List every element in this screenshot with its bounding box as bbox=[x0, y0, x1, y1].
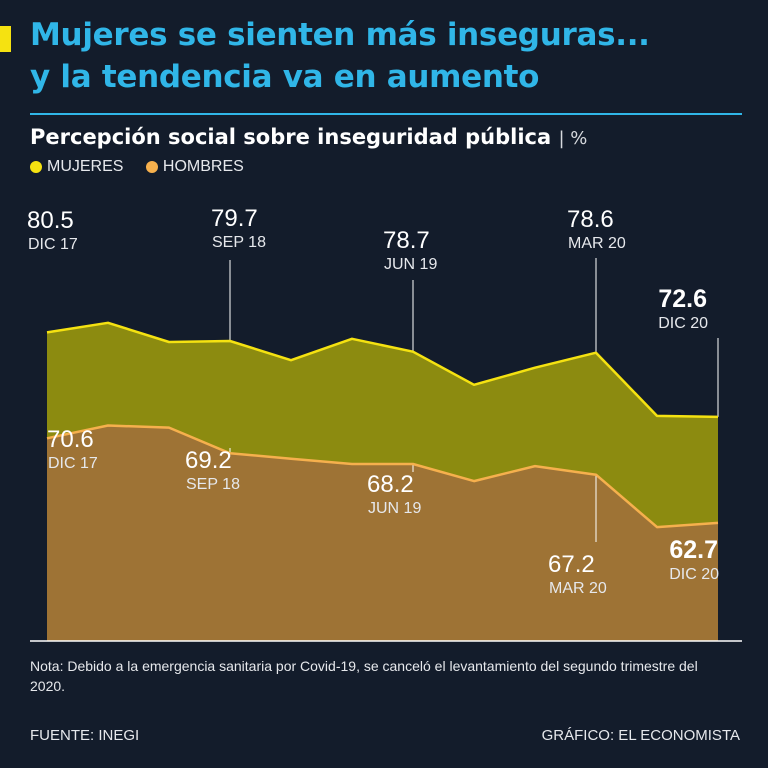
legend-dot-mujeres bbox=[30, 161, 42, 173]
annotation-mujeres-dic-17-label: DIC 17 bbox=[28, 236, 78, 253]
annotation-hombres-jun-19-value: 68.2 bbox=[367, 471, 414, 498]
annotation-hombres-jun-19-label: JUN 19 bbox=[368, 500, 421, 517]
title-divider bbox=[30, 113, 742, 115]
annotation-hombres-dic-20-value: 62.7 bbox=[669, 536, 718, 564]
chart-title-text: Percepción social sobre inseguridad públ… bbox=[30, 125, 552, 149]
legend-label-mujeres: MUJERES bbox=[47, 158, 124, 175]
annotation-mujeres-dic-20-value: 72.6 bbox=[658, 285, 707, 313]
annotation-hombres-mar-20-value: 67.2 bbox=[548, 551, 595, 578]
legend-label-hombres: HOMBRES bbox=[162, 158, 244, 175]
annotation-mujeres-sep-18-value: 79.7 bbox=[211, 205, 258, 232]
annotation-mujeres-dic-17-value: 80.5 bbox=[27, 207, 74, 234]
annotation-hombres-dic-17-label: DIC 17 bbox=[48, 455, 98, 472]
legend-item-mujeres: MUJERES bbox=[30, 158, 123, 176]
annotation-mujeres-mar-20-label: MAR 20 bbox=[568, 235, 626, 252]
annotation-hombres-dic-20-label: DIC 20 bbox=[669, 566, 719, 583]
annotation-mujeres-mar-20-value: 78.6 bbox=[567, 206, 614, 233]
title-line-1: Mujeres se sienten más inseguras... bbox=[30, 17, 650, 53]
line-hombres bbox=[46, 424, 719, 529]
source-credit: FUENTE: INEGI bbox=[30, 727, 140, 744]
annotation-mujeres-jun-19-value: 78.7 bbox=[383, 227, 430, 254]
annotation-hombres-sep-18-label: SEP 18 bbox=[186, 476, 240, 493]
legend: MUJERES HOMBRES bbox=[30, 158, 262, 178]
line-mujeres bbox=[46, 321, 719, 419]
area-hombres bbox=[47, 425, 718, 641]
graphic-credit: GRÁFICO: EL ECONOMISTA bbox=[541, 727, 740, 744]
footnote: Nota: Debido a la emergencia sanitaria p… bbox=[30, 658, 698, 694]
annotation-hombres-mar-20-label: MAR 20 bbox=[549, 580, 607, 597]
legend-item-hombres: HOMBRES bbox=[145, 158, 244, 176]
title-accent-bar bbox=[0, 26, 11, 52]
legend-dot-hombres bbox=[145, 161, 158, 173]
annotation-mujeres-jun-19-label: JUN 19 bbox=[384, 256, 437, 273]
annotation-mujeres-sep-18-label: SEP 18 bbox=[212, 234, 266, 251]
annotation-hombres-sep-18-value: 69.2 bbox=[185, 447, 232, 474]
annotation-hombres-dic-17-value: 70.6 bbox=[47, 426, 94, 453]
chart-title: Percepción social sobre inseguridad públ… bbox=[30, 125, 587, 149]
annotation-mujeres-dic-20-label: DIC 20 bbox=[658, 315, 708, 332]
title-line-2: y la tendencia va en aumento bbox=[30, 59, 540, 95]
area-mujeres bbox=[47, 322, 718, 528]
chart-unit: | % bbox=[558, 128, 588, 149]
page-title: Mujeres se sienten más inseguras... y la… bbox=[30, 14, 760, 98]
